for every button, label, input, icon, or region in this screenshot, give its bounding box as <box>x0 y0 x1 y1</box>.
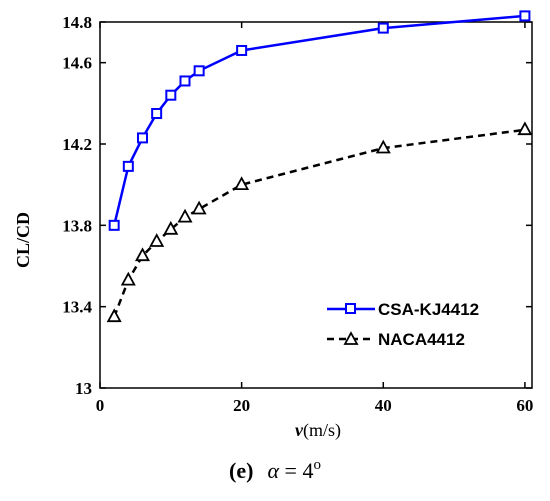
data-point <box>122 160 134 172</box>
legend: CSA-KJ4412 NACA4412 <box>318 292 518 352</box>
data-point <box>193 65 205 77</box>
data-point <box>108 219 120 231</box>
y-tick-label: 13.8 <box>62 216 92 235</box>
data-point <box>165 89 177 101</box>
data-point <box>236 44 248 56</box>
data-point <box>149 233 165 247</box>
series-line <box>113 128 526 318</box>
data-point <box>179 75 191 87</box>
series-line <box>112 14 526 226</box>
data-point <box>134 247 151 262</box>
caption-eq: = 4 <box>279 458 313 483</box>
data-point <box>163 220 179 235</box>
x-tick-label: 0 <box>96 396 105 415</box>
caption: (e) α = 4o <box>229 457 321 483</box>
series-naca4412 <box>106 121 533 323</box>
x-tick-label: 20 <box>233 396 250 415</box>
legend-marker-naca <box>343 331 359 345</box>
plot-area-border <box>99 21 533 389</box>
data-point <box>375 139 391 154</box>
y-axis-label: CL/CD <box>13 212 33 268</box>
data-point <box>106 308 122 323</box>
data-point <box>120 271 136 286</box>
y-tick-label: 14.6 <box>62 54 92 73</box>
x-axis-label-unit: (m/s) <box>303 420 341 441</box>
data-point <box>177 208 193 223</box>
legend-label-naca: NACA4412 <box>378 330 465 349</box>
x-axis-label: v(m/s) <box>295 420 341 441</box>
x-axis: 0 20 40 60 <box>96 22 533 415</box>
y-tick-label: 14.8 <box>62 13 92 32</box>
caption-alpha: α <box>267 458 279 483</box>
data-point <box>234 176 250 191</box>
y-tick-label: 13 <box>75 379 92 398</box>
series-csa-kj4412 <box>108 10 531 231</box>
x-tick-label: 60 <box>516 396 533 415</box>
series-layer <box>106 10 533 323</box>
caption-label: (e) <box>229 458 253 483</box>
data-point <box>377 22 389 34</box>
data-point <box>517 121 533 136</box>
y-tick-label: 14.2 <box>62 135 92 154</box>
data-point <box>191 200 207 215</box>
legend-marker-csa <box>345 303 356 314</box>
caption-superscript: o <box>313 457 321 473</box>
y-tick-label: 13.4 <box>62 298 92 317</box>
legend-label-csa: CSA-KJ4412 <box>378 300 479 319</box>
y-axis: 13 13.4 13.8 14.2 14.6 14.8 <box>62 13 532 398</box>
data-point <box>136 132 148 144</box>
x-tick-label: 40 <box>375 396 392 415</box>
x-axis-label-variable: v <box>295 420 304 440</box>
data-point <box>519 10 531 22</box>
data-point <box>151 108 163 119</box>
plot-frame <box>99 21 533 389</box>
